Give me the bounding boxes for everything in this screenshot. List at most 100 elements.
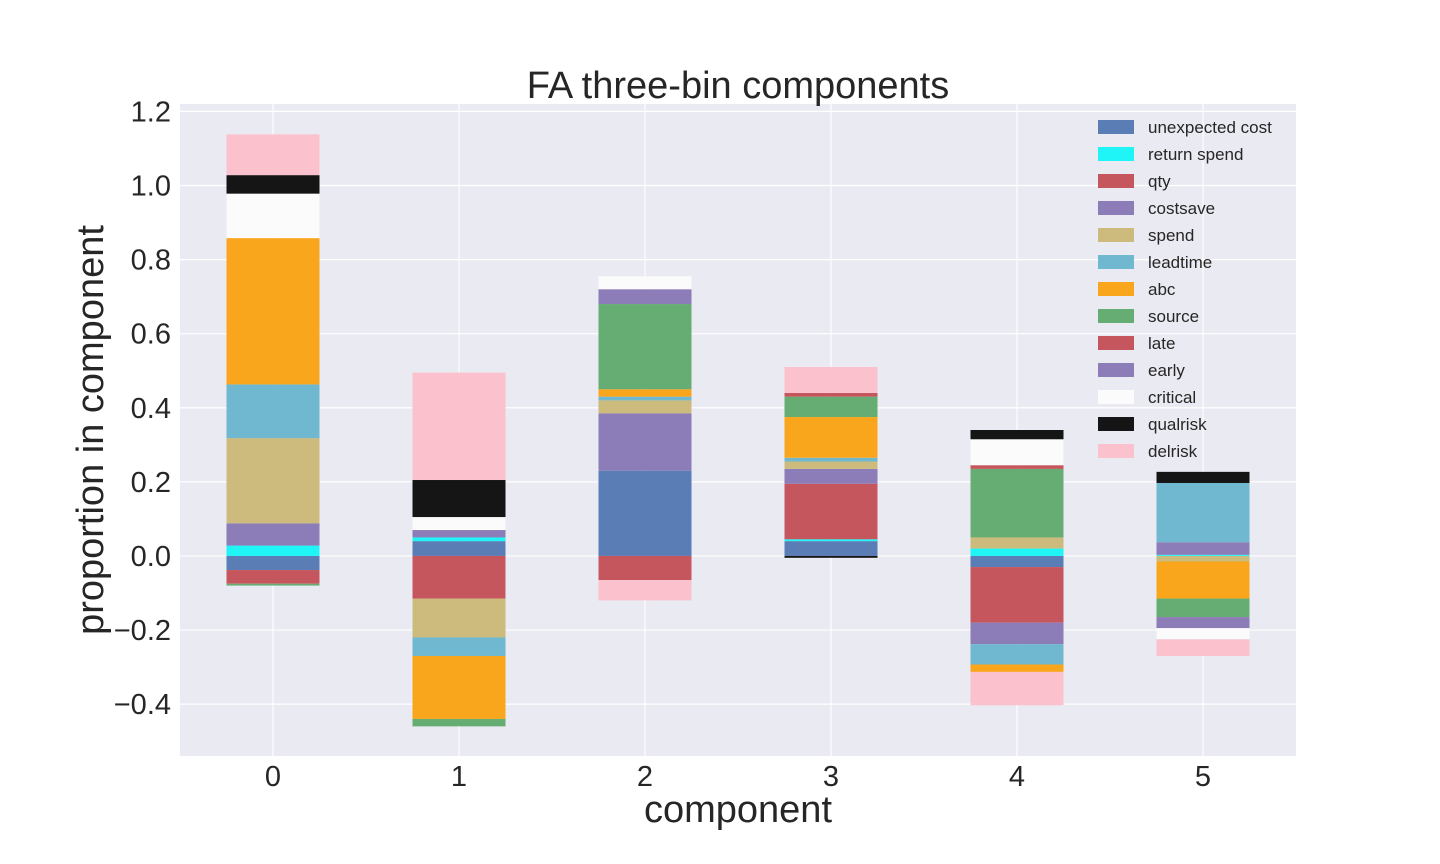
bar-segment [970,537,1064,549]
bar-segment [784,539,878,542]
bar-segment [784,457,878,462]
legend-swatch [1098,363,1134,377]
bar-segment [784,396,878,418]
legend-label: qty [1148,172,1171,191]
bar-segment [226,555,320,571]
bar-segment [970,465,1064,469]
bar-segment [412,655,506,719]
x-tick-label: 3 [823,761,839,793]
legend-swatch [1098,201,1134,215]
legend-label: delrisk [1148,442,1198,461]
bar-segment [412,372,506,481]
legend-label: return spend [1148,145,1243,164]
bars [226,134,1250,727]
legend-swatch [1098,336,1134,350]
legend-swatch [1098,174,1134,188]
legend-label: unexpected cost [1148,118,1272,137]
bar-segment [226,523,320,546]
bar-segment [784,555,878,558]
bar-segment [412,598,506,638]
bar-segment [784,392,878,397]
bar-segment [970,644,1064,665]
bar-segment [598,470,692,556]
bar-segment [598,389,692,397]
chart-title: FA three-bin components [527,65,949,107]
bar-segment [1156,482,1250,543]
bar-segment [226,570,320,584]
bar-segment [412,541,506,556]
bar-segment [970,439,1064,466]
bar-segment [784,483,878,540]
y-tick-label: 1.2 [131,96,171,128]
legend-swatch [1098,309,1134,323]
bar-segment [598,289,692,305]
legend-label: costsave [1148,199,1215,218]
bar-segment [1156,639,1250,656]
bar-segment [1156,554,1250,556]
bar-segment [226,545,320,556]
bar-segment [226,175,320,194]
bar-segment [412,555,506,599]
bar-segment [598,580,692,601]
bar-segment [970,567,1064,623]
y-tick-label: 0.4 [131,393,171,425]
bar-segment [1156,555,1250,562]
bar-segment [784,367,878,393]
x-tick-label: 5 [1195,761,1211,793]
bar-segment [598,413,692,471]
bar-segment [412,718,506,727]
bar-segment [412,480,506,518]
legend-label: qualrisk [1148,415,1207,434]
bar-segment [598,555,692,581]
legend-swatch [1098,228,1134,242]
bar-segment [970,468,1064,538]
legend-label: early [1148,361,1185,380]
bar-segment [598,276,692,290]
bar-segment [412,637,506,656]
bar-segment [1156,542,1250,555]
y-tick-label: −0.4 [114,689,171,721]
bar-segment [598,396,692,401]
y-axis-label: proportion in component [70,225,112,635]
legend-label: critical [1148,388,1196,407]
bar-segment [784,417,878,458]
legend-swatch [1098,390,1134,404]
y-axis-ticks: −0.4 −0.2 0.0 0.2 0.4 0.6 0.8 1.0 1.2 [114,96,171,721]
bar-segment [412,530,506,538]
legend-label: leadtime [1148,253,1212,272]
y-tick-label: 0.6 [131,319,171,351]
bar-segment [1156,617,1250,629]
bar-segment [970,664,1064,672]
bar-segment [226,384,320,439]
bar-segment [412,537,506,542]
y-tick-label: 1.0 [131,171,171,203]
bar-segment [226,238,320,385]
y-tick-label: 0.8 [131,245,171,277]
bar-segment [970,671,1064,706]
bar-segment [784,468,878,484]
y-tick-label: 0.0 [131,541,171,573]
legend-label: spend [1148,226,1194,245]
legend-label: late [1148,334,1175,353]
bar-segment [598,304,692,390]
bar-segment [1156,628,1250,640]
legend: unexpected cost return spend qty costsave sp… [1098,118,1272,461]
legend-label: abc [1148,280,1176,299]
bar-segment [1156,561,1250,599]
y-tick-label: −0.2 [114,615,171,647]
legend-swatch [1098,282,1134,296]
x-tick-label: 4 [1009,761,1025,793]
bar-segment [1156,471,1250,483]
bar-segment [1156,598,1250,618]
bar-segment [226,193,320,239]
bar-segment [598,400,692,414]
bar-segment [970,622,1064,645]
y-tick-label: 0.2 [131,467,171,499]
legend-swatch [1098,255,1134,269]
bar-segment [784,541,878,556]
bar-segment [970,430,1064,440]
bar-segment [784,461,878,469]
bar-segment [970,555,1064,568]
x-axis-label: component [644,789,832,831]
